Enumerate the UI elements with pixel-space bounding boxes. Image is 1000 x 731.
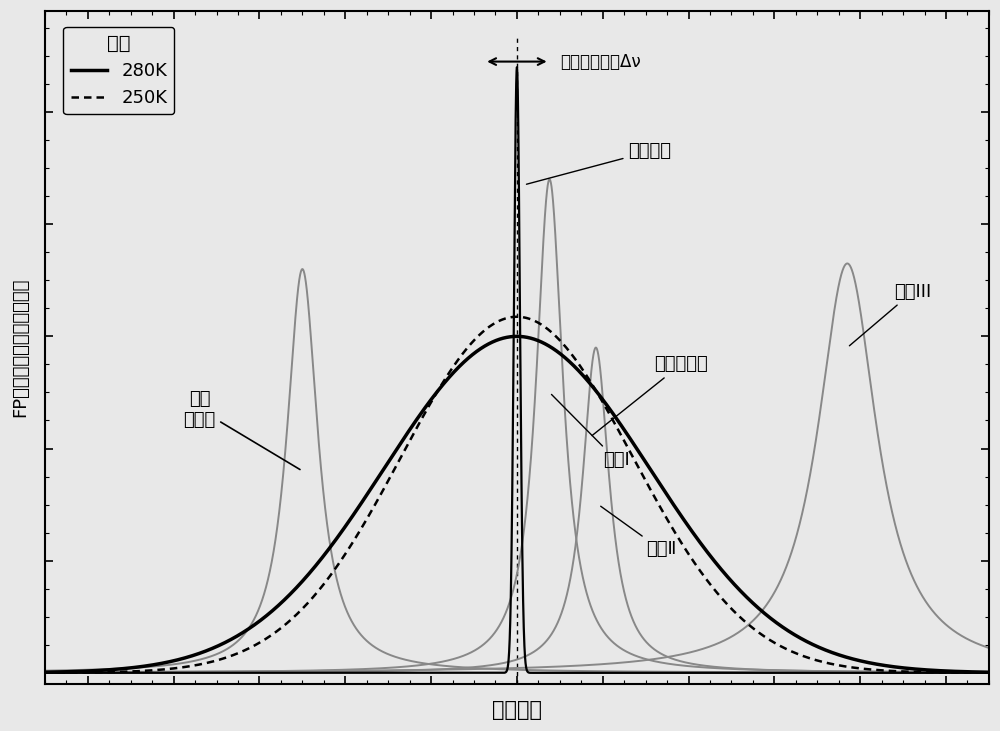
Text: 通道Ⅱ: 通道Ⅱ [601, 507, 676, 558]
Y-axis label: FP标准具透过率或光谱强度: FP标准具透过率或光谱强度 [11, 278, 29, 417]
Text: 发射
激光谱: 发射 激光谱 [183, 390, 300, 469]
Text: 多普勒频移量Δν: 多普勒频移量Δν [560, 53, 641, 71]
Text: 瑞利散射谱: 瑞利散射谱 [592, 355, 708, 436]
Text: 通道III: 通道III [849, 282, 932, 346]
Text: 通道I: 通道I [551, 395, 629, 469]
Legend: 280K, 250K: 280K, 250K [63, 27, 174, 114]
X-axis label: 相对频率: 相对频率 [492, 700, 542, 720]
Text: 米散射谱: 米散射谱 [526, 143, 671, 184]
